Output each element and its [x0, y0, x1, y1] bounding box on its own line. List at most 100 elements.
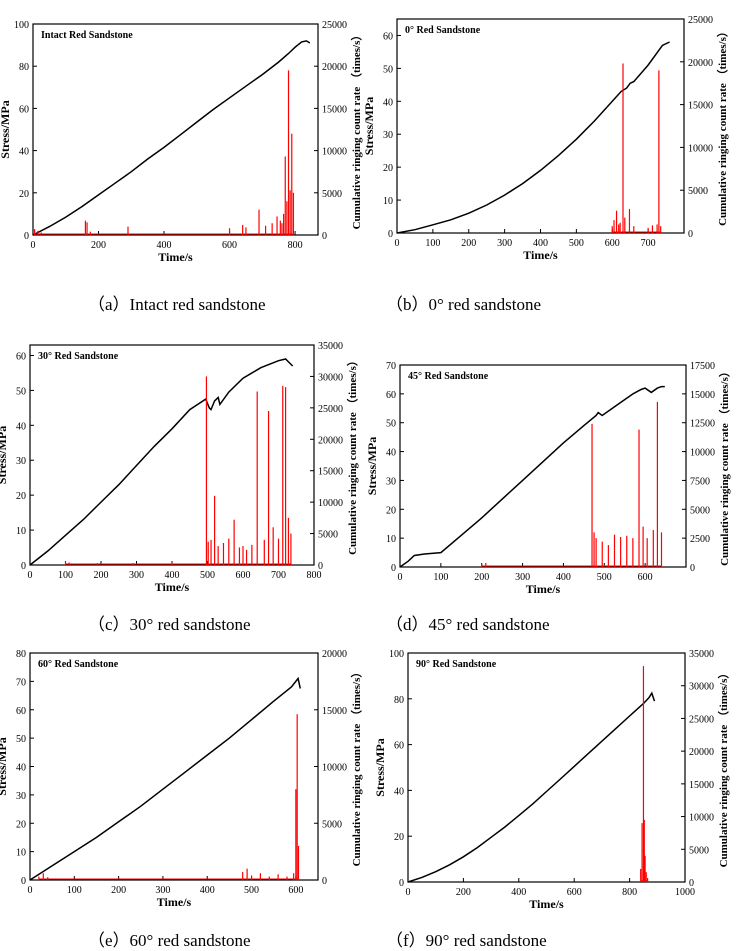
- y2-tick-label: 30000: [318, 372, 343, 383]
- y-tick-label: 50: [16, 386, 26, 397]
- y2-tick-label: 20000: [318, 435, 343, 446]
- caption-a: （a）Intact red sandstone: [88, 295, 266, 314]
- chart-panel-1: 0 100 200 300 400 500 600 700010203040506005000…: [362, 15, 729, 262]
- y2-tick-label: 5000: [689, 845, 709, 856]
- chart-title: 90° Red Sandstone: [416, 659, 497, 670]
- x-tick-label: 700: [271, 570, 286, 581]
- chart-panel-3: 0 100 200 300 400 500 600 0 10 20 30 40 50 60 70 0 2500 5…: [365, 361, 731, 596]
- y-axis-label: Stress/MPa: [373, 738, 387, 796]
- caption-c: （c）30° red sandstone: [88, 615, 251, 634]
- x-tick-label: 0: [395, 238, 400, 249]
- x-axis-label: Time/s: [158, 250, 193, 264]
- chart-title: 45° Red Sandstone: [408, 371, 489, 382]
- x-tick-label: 200: [91, 240, 106, 251]
- y-tick-label: 40: [16, 763, 26, 774]
- x-axis-label: Time/s: [523, 248, 558, 262]
- y-tick-label: 20: [386, 505, 396, 516]
- y-axis-label: Stress/MPa: [0, 737, 9, 795]
- stress-curve: [29, 358, 294, 566]
- y2-axis-label: Cumulative ringing count rate （times/s）: [717, 668, 730, 868]
- x-axis-label: Time/s: [526, 582, 561, 596]
- x-axis-label: Time/s: [529, 897, 564, 911]
- y-tick-label: 0: [21, 561, 26, 572]
- x-tick-label: 200: [456, 887, 471, 898]
- stress-curve: [29, 676, 302, 881]
- y2-tick-label: 20000: [322, 62, 347, 73]
- x-tick-label: 600: [567, 887, 582, 898]
- y-tick-label: 40: [383, 97, 393, 108]
- y-tick-label: 60: [386, 390, 396, 401]
- y-tick-label: 100: [14, 20, 29, 31]
- stress-curve: [32, 40, 311, 236]
- stress-curve: [396, 41, 670, 234]
- x-tick-label: 200: [111, 885, 126, 896]
- y2-tick-label: 15000: [322, 706, 347, 717]
- plot-frame: [407, 652, 686, 883]
- y2-tick-label: 10000: [690, 448, 715, 459]
- y-tick-label: 10: [383, 196, 393, 207]
- x-tick-label: 100: [58, 570, 73, 581]
- y-tick-label: 80: [394, 695, 404, 706]
- y-axis-label: Stress/MPa: [0, 100, 12, 158]
- x-tick-label: 600: [605, 238, 620, 249]
- chart-panel-5: 0 200 400 600 800 100002040608010005000100001…: [373, 649, 730, 911]
- x-tick-label: 400: [533, 238, 548, 249]
- y-tick-label: 70: [386, 361, 396, 372]
- y2-tick-label: 10000: [322, 763, 347, 774]
- y-tick-label: 60: [16, 706, 26, 717]
- y-tick-label: 80: [16, 649, 26, 660]
- chart-panel-0: 0 200 400 600 800 0 20 40 60 80 100 0 5000 10000 15000…: [0, 20, 363, 264]
- y2-tick-label: 5000: [688, 186, 708, 197]
- y-tick-label: 100: [389, 649, 404, 660]
- y-tick-label: 40: [394, 786, 404, 797]
- x-tick-label: 400: [556, 572, 571, 583]
- y2-tick-label: 25000: [318, 404, 343, 415]
- y-tick-label: 70: [16, 677, 26, 688]
- chart-title: 30° Red Sandstone: [38, 351, 119, 362]
- caption-d: （d）45° red sandstone: [386, 615, 550, 634]
- y-tick-label: 40: [16, 421, 26, 432]
- x-tick-label: 800: [288, 240, 303, 251]
- y-tick-label: 20: [383, 163, 393, 174]
- y-tick-label: 0: [24, 231, 29, 242]
- x-tick-label: 600: [236, 570, 251, 581]
- plot-frame: [399, 364, 687, 568]
- plot-frame: [396, 18, 685, 234]
- y-tick-label: 10: [16, 526, 26, 537]
- y2-tick-label: 25000: [688, 15, 713, 26]
- x-tick-label: 500: [244, 885, 259, 896]
- y2-tick-label: 0: [322, 231, 327, 242]
- y2-tick-label: 15000: [690, 390, 715, 401]
- y-tick-label: 10: [16, 848, 26, 859]
- y2-tick-label: 17500: [690, 361, 715, 372]
- x-tick-label: 100: [433, 572, 448, 583]
- y-tick-label: 0: [388, 229, 393, 240]
- x-tick-label: 100: [425, 238, 440, 249]
- y-tick-label: 60: [383, 31, 393, 42]
- y2-tick-label: 10000: [318, 498, 343, 509]
- y2-tick-label: 12500: [690, 419, 715, 430]
- x-axis-label: Time/s: [157, 895, 192, 909]
- y2-tick-label: 30000: [689, 682, 714, 693]
- y2-tick-label: 2500: [690, 534, 710, 545]
- y-tick-label: 20: [19, 189, 29, 200]
- y2-tick-label: 0: [690, 563, 695, 574]
- y2-tick-label: 10000: [322, 147, 347, 158]
- stress-curve: [399, 385, 665, 568]
- chart-title: 60° Red Sandstone: [38, 659, 119, 670]
- x-tick-label: 200: [461, 238, 476, 249]
- y-axis-label: Stress/MPa: [362, 97, 376, 155]
- y2-tick-label: 0: [322, 876, 327, 887]
- x-tick-label: 200: [474, 572, 489, 583]
- y-tick-label: 30: [383, 130, 393, 141]
- plot-frame: [29, 652, 319, 881]
- y2-axis-label: Cumulative ringing count rate （times/s）: [718, 366, 731, 566]
- x-tick-label: 0: [406, 887, 411, 898]
- y2-tick-label: 7500: [690, 476, 710, 487]
- x-tick-label: 400: [165, 570, 180, 581]
- y-tick-label: 40: [386, 448, 396, 459]
- y-tick-label: 30: [16, 456, 26, 467]
- y2-tick-label: 20000: [689, 747, 714, 758]
- y-tick-label: 50: [16, 734, 26, 745]
- x-tick-label: 0: [28, 570, 33, 581]
